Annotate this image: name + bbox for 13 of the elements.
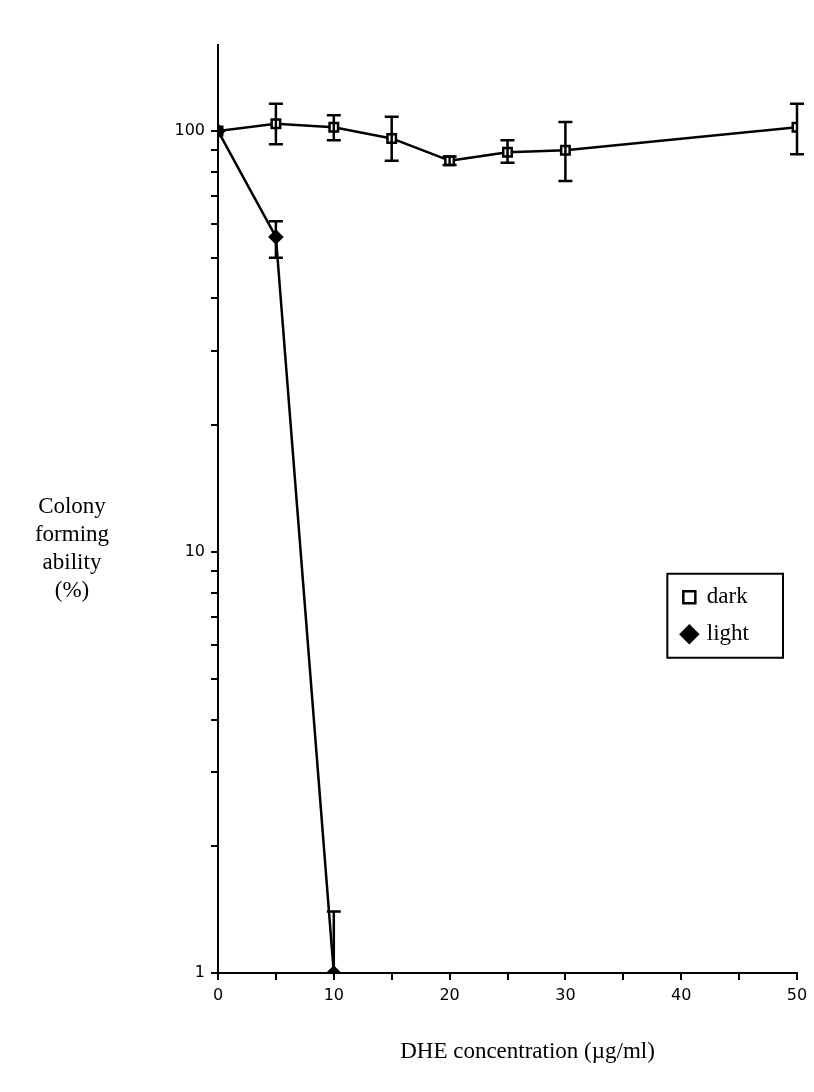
x-tick-label: 10	[323, 984, 344, 1004]
y-axis-title: Colony forming ability (%)	[34, 493, 110, 603]
x-tick-label: 40	[671, 984, 692, 1004]
x-tick-label: 30	[555, 984, 576, 1004]
x-tick-label: 20	[439, 984, 460, 1004]
x-tick-label: 0	[212, 984, 224, 1004]
y-tick-label: 100	[174, 120, 205, 140]
legend-label: light	[706, 620, 750, 646]
x-tick-label: 50	[786, 984, 808, 1004]
y-tick-label: 1	[194, 962, 205, 982]
x-axis-title: DHE concentration (µg/ml)	[400, 1038, 655, 1064]
y-tick-label: 10	[184, 541, 205, 561]
legend-label: dark	[706, 583, 749, 609]
